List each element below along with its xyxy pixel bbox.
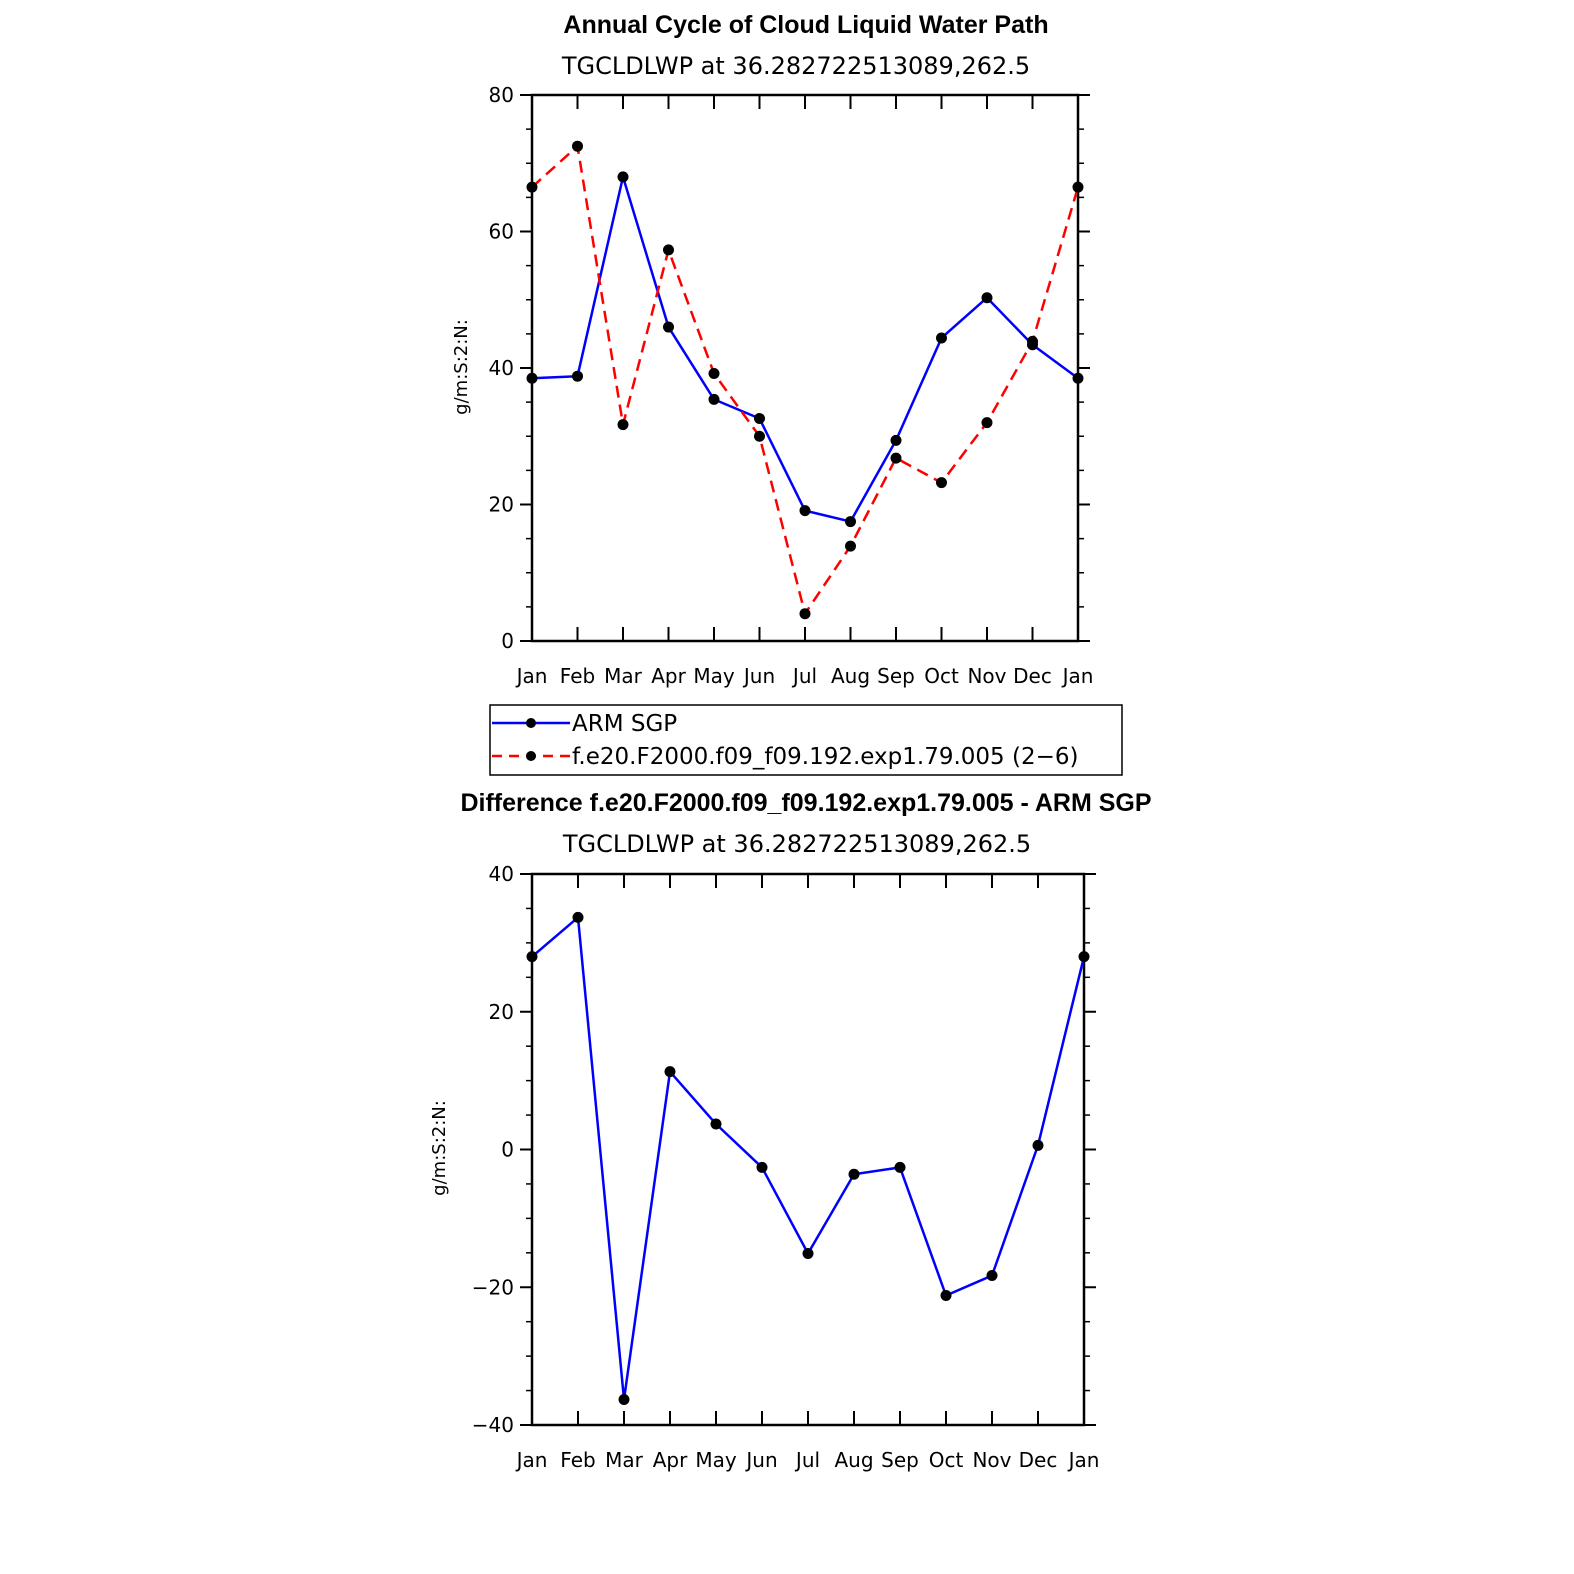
data-point-0 xyxy=(802,1248,814,1260)
x-tick-label: Dec xyxy=(1019,1448,1058,1472)
data-point-0 xyxy=(845,516,856,528)
x-tick-label: Apr xyxy=(651,664,686,688)
y-tick-label: −40 xyxy=(472,1413,514,1437)
series-line-0 xyxy=(531,175,1079,523)
x-tick-label: Aug xyxy=(831,664,870,688)
data-point-0 xyxy=(1072,372,1084,384)
data-point-0 xyxy=(1032,1139,1044,1151)
x-tick-label: Jan xyxy=(515,664,548,688)
y-tick-label: 20 xyxy=(489,1000,514,1024)
y-axis-label: g/m:S:2:N: xyxy=(429,1100,450,1196)
data-point-0 xyxy=(663,321,674,333)
legend-label-model: f.e20.F2000.f09_f09.192.exp1.79.005 (2−6… xyxy=(572,744,1078,770)
data-point-1 xyxy=(526,181,538,193)
data-point-0 xyxy=(936,332,947,344)
x-tick-label: Jul xyxy=(794,1448,820,1472)
plot-frame: −40 −20 0 20 40 Jan Feb Mar Apr May Jun Jul Aug Sep Oc… xyxy=(472,862,1100,1472)
data-point-0 xyxy=(618,1394,630,1406)
data-point-0 xyxy=(710,1118,722,1130)
legend-marker-arm-sgp xyxy=(526,718,536,728)
data-point-0 xyxy=(526,951,538,963)
data-point-1 xyxy=(617,419,629,431)
x-tick-label: Oct xyxy=(924,664,959,688)
x-tick-label: Nov xyxy=(972,1448,1011,1472)
data-point-0 xyxy=(572,370,583,382)
x-tick-label: Sep xyxy=(881,1448,919,1472)
x-tick-label: Jun xyxy=(744,1448,777,1472)
x-tick-label: Jan xyxy=(515,1448,548,1472)
x-tick-label: Jan xyxy=(1061,664,1094,688)
data-point-1 xyxy=(708,367,720,379)
chart-subtitle: TGCLDLWP at 36.282722513089,262.5 xyxy=(561,52,1030,80)
data-point-0 xyxy=(986,1270,998,1282)
data-point-1 xyxy=(1027,335,1038,347)
data-point-0 xyxy=(890,434,902,446)
plot-frame: 0 20 40 60 80 Jan Feb Mar Apr May Jun Jul Aug Sep Oct N… xyxy=(489,83,1094,688)
y-tick-label: 0 xyxy=(501,629,514,653)
x-tick-label: Dec xyxy=(1013,664,1052,688)
data-point-1 xyxy=(572,140,583,152)
x-tick-label: Aug xyxy=(834,1448,873,1472)
y-tick-label: 20 xyxy=(489,493,514,517)
legend-entry-model: f.e20.F2000.f09_f09.192.exp1.79.005 (2−6… xyxy=(492,744,1078,770)
data-point-0 xyxy=(1078,951,1090,963)
data-point-0 xyxy=(664,1066,676,1078)
data-point-0 xyxy=(708,393,720,405)
y-axis-label: g/m:S:2:N: xyxy=(451,319,472,415)
y-tick-label: 0 xyxy=(501,1138,514,1162)
series-group xyxy=(526,140,1084,620)
series-line-0 xyxy=(531,916,1086,1401)
data-point-0 xyxy=(894,1161,906,1173)
x-tick-label: Feb xyxy=(560,1448,595,1472)
difference-chart: Difference f.e20.F2000.f09_f09.192.exp1.… xyxy=(429,789,1152,1472)
data-point-1 xyxy=(754,430,765,442)
legend-marker-model xyxy=(526,751,536,761)
legend-box xyxy=(489,704,1123,776)
legend-label-arm-sgp: ARM SGP xyxy=(572,711,677,737)
x-tick-label: Mar xyxy=(604,664,643,688)
y-tick-label: 80 xyxy=(489,83,514,107)
data-point-1 xyxy=(799,608,811,620)
y-tick-label: −20 xyxy=(472,1275,514,1299)
x-tick-label: Jun xyxy=(742,664,775,688)
data-point-0 xyxy=(756,1161,768,1173)
data-point-1 xyxy=(845,540,856,552)
plot-border xyxy=(530,872,1086,1427)
x-tick-label: Jul xyxy=(791,664,817,688)
data-point-1 xyxy=(1072,181,1084,193)
data-point-0 xyxy=(526,372,538,384)
x-tick-label: May xyxy=(695,1448,737,1472)
x-tick-label: Nov xyxy=(967,664,1006,688)
data-point-1 xyxy=(663,244,674,256)
legend: ARM SGP f.e20.F2000.f09_f09.192.exp1.79.… xyxy=(489,704,1123,776)
chart-title: Annual Cycle of Cloud Liquid Water Path xyxy=(563,11,1048,39)
data-point-0 xyxy=(848,1168,860,1180)
x-tick-label: Feb xyxy=(560,664,595,688)
annual-cycle-chart: Annual Cycle of Cloud Liquid Water Path … xyxy=(451,11,1093,688)
data-point-0 xyxy=(572,911,584,923)
data-point-0 xyxy=(754,413,765,425)
series-group xyxy=(526,911,1090,1406)
legend-entry-arm-sgp: ARM SGP xyxy=(492,711,677,737)
x-tick-label: Mar xyxy=(605,1448,644,1472)
y-tick-label: 60 xyxy=(489,220,514,244)
data-point-1 xyxy=(936,477,947,489)
x-tick-label: Apr xyxy=(653,1448,688,1472)
x-tick-label: May xyxy=(693,664,735,688)
chart-subtitle: TGCLDLWP at 36.282722513089,262.5 xyxy=(562,830,1031,858)
data-point-0 xyxy=(617,171,629,183)
y-tick-label: 40 xyxy=(489,862,514,886)
data-point-0 xyxy=(799,505,811,517)
y-tick-label: 40 xyxy=(489,356,514,380)
data-point-1 xyxy=(981,417,993,429)
x-tick-label: Sep xyxy=(877,664,915,688)
x-tick-label: Jan xyxy=(1067,1448,1100,1472)
data-point-0 xyxy=(940,1290,952,1302)
data-point-0 xyxy=(981,292,993,304)
x-tick-label: Oct xyxy=(929,1448,964,1472)
data-point-1 xyxy=(890,452,902,464)
chart-title: Difference f.e20.F2000.f09_f09.192.exp1.… xyxy=(460,789,1151,817)
